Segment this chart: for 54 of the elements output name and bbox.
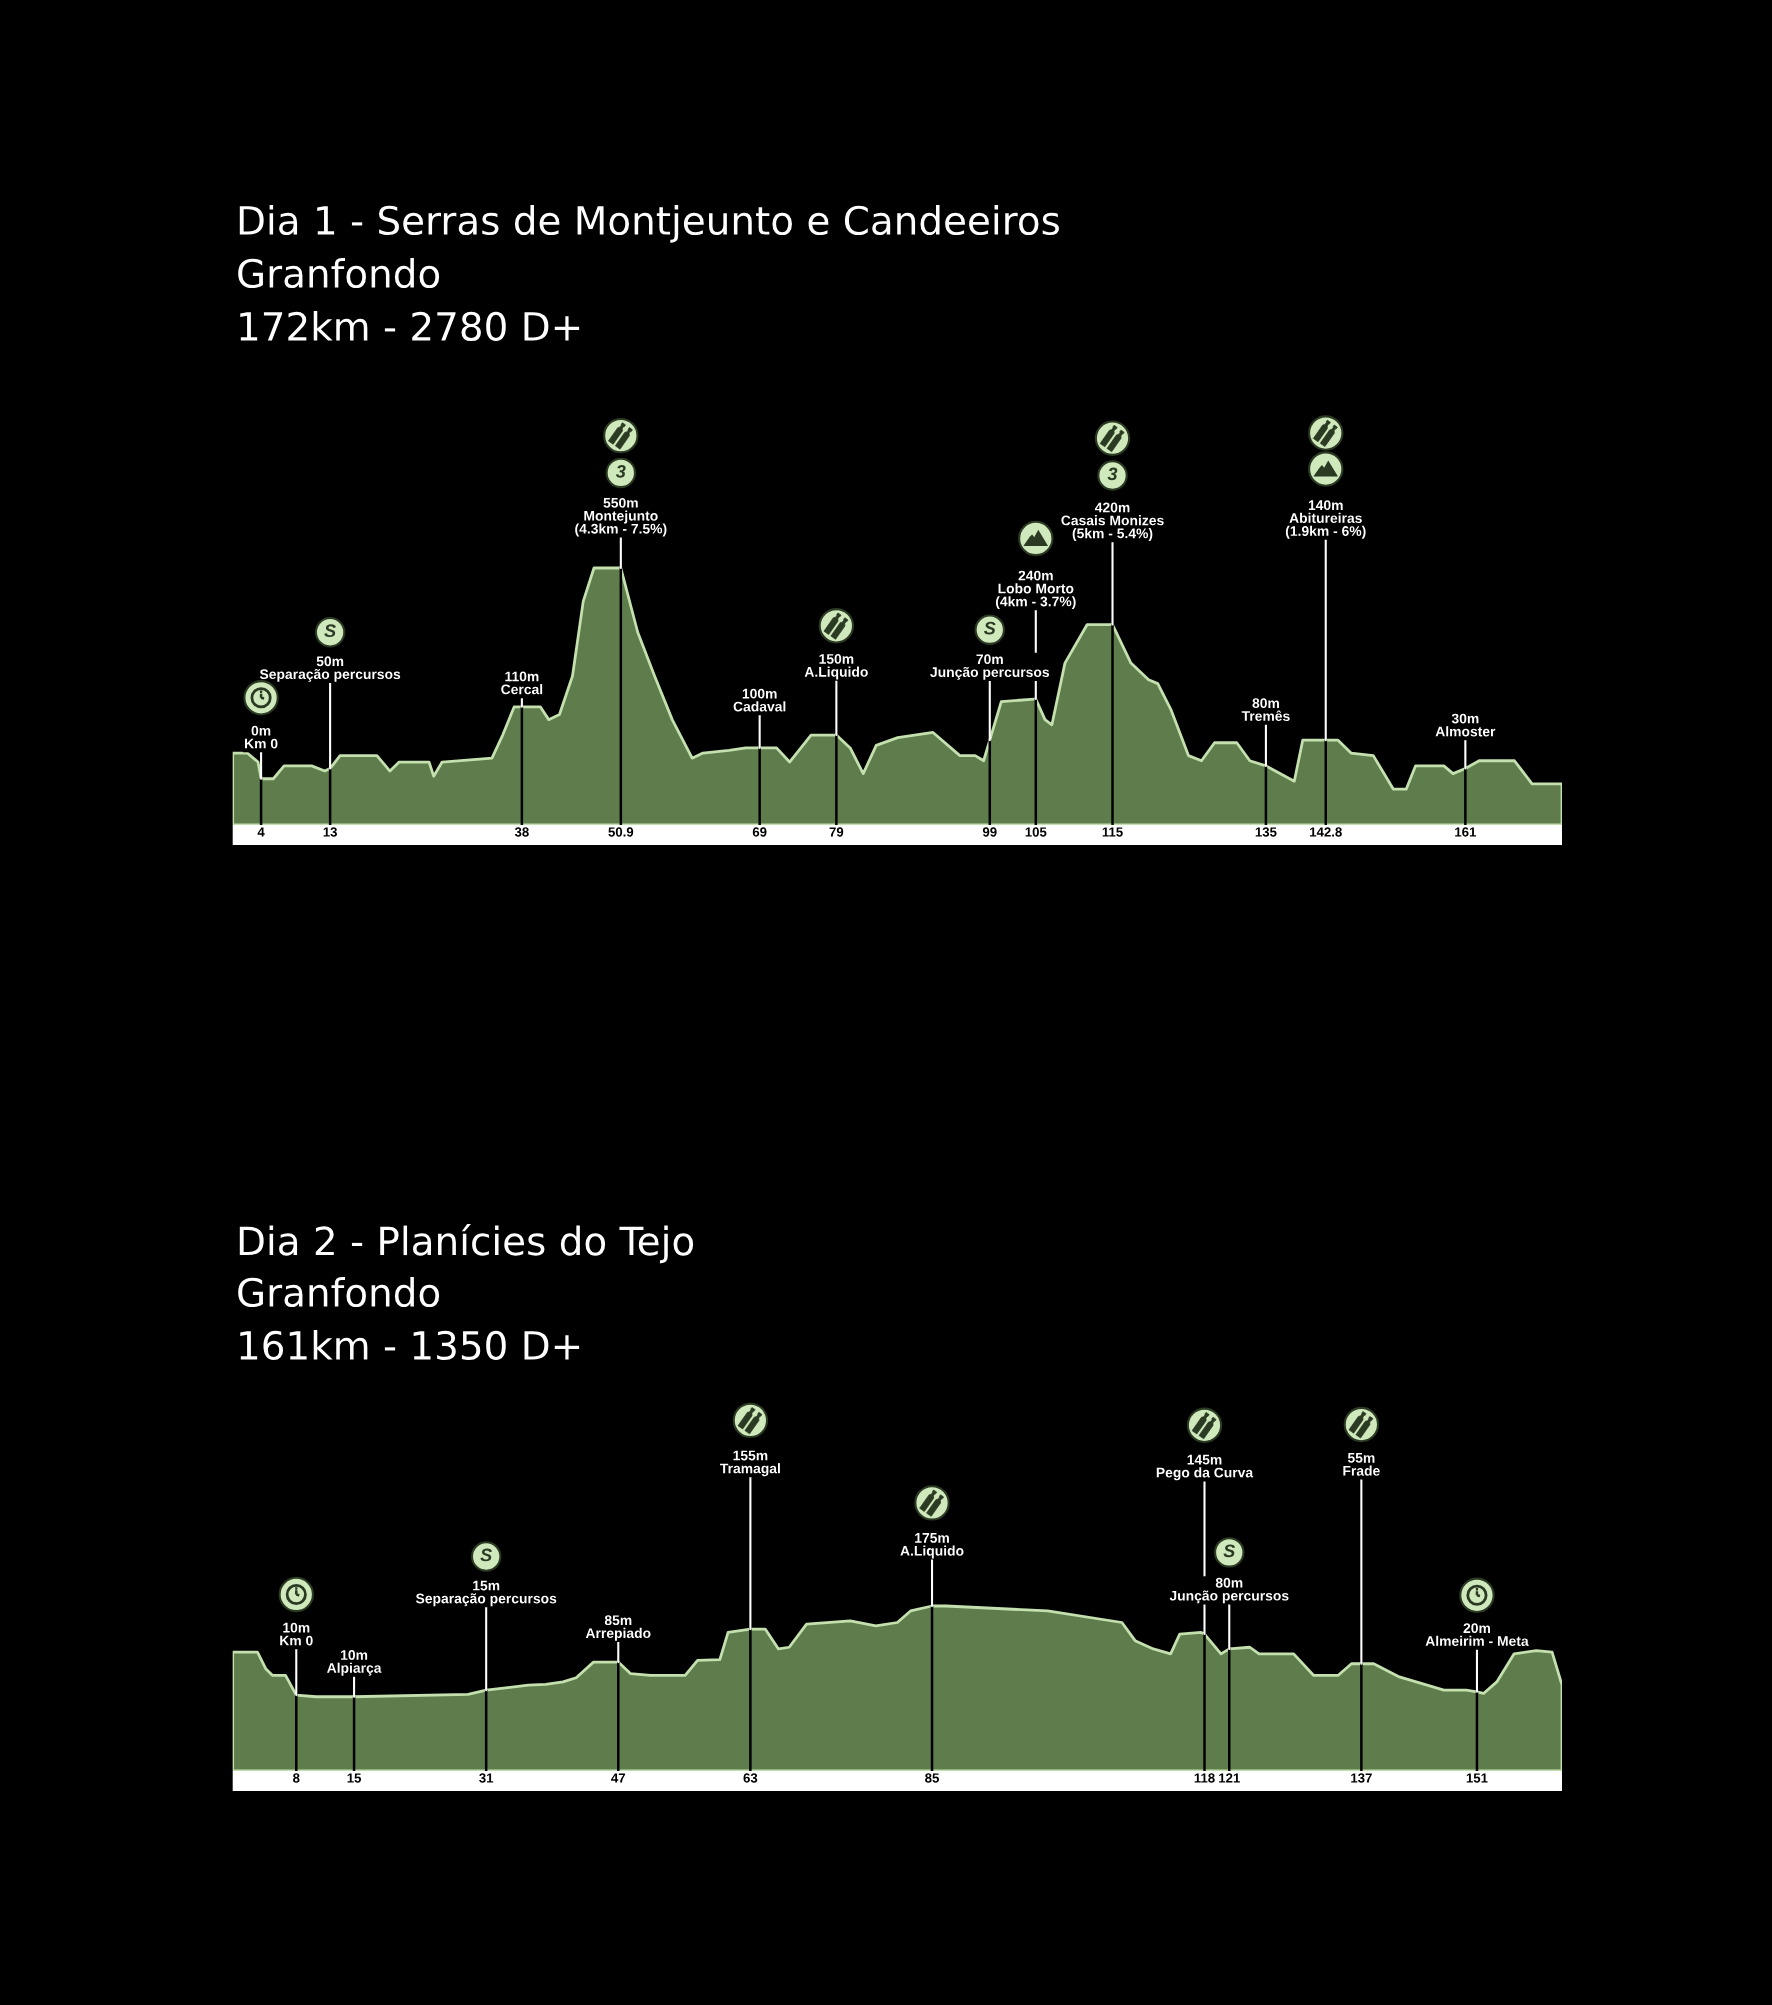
annotation: 70m Junção percursos <box>930 654 1050 680</box>
x-tick-label: 31 <box>479 1773 494 1783</box>
x-tick-label: 50.9 <box>608 827 634 837</box>
chart-subtitle: Granfondo 161km - 1350 D+ <box>238 1277 580 1361</box>
annotation: 140m Abitureiras (1.9km - 6%) <box>1285 500 1366 539</box>
x-tick-label: 137 <box>1351 1773 1372 1783</box>
annotation: 145m Pego da Curva <box>1156 1454 1254 1481</box>
annotation: 150m A.Liquido <box>804 654 868 680</box>
annotation: 110m Cercal <box>501 671 543 695</box>
annotation: 10m Km 0 <box>280 1622 313 1646</box>
annotation: 420m Casais Monizes (5km - 5.4%) <box>1061 502 1164 542</box>
annotation: 155m Tramagal <box>720 1450 780 1477</box>
x-tick-label: 118 <box>1194 1773 1215 1783</box>
text: 3 <box>1107 467 1118 481</box>
x-tick-label: 69 <box>752 827 767 837</box>
annotation: 80m Tremês <box>1241 698 1290 721</box>
x-tick-label: 79 <box>829 827 844 837</box>
annotation: 55m Frade <box>1343 1453 1380 1476</box>
x-tick-label: 142.8 <box>1310 827 1342 837</box>
x-tick-label: 115 <box>1102 827 1123 837</box>
x-tick-label: 121 <box>1219 1773 1240 1783</box>
annotation: 10m Alpiarça <box>327 1650 382 1676</box>
annotation: 100m Cadaval <box>733 688 786 712</box>
annotation: 80m Junção percursos <box>1169 1577 1289 1604</box>
annotation: 240m Lobo Morto (4km - 3.7%) <box>995 570 1076 610</box>
annotation: S <box>324 624 336 638</box>
text: S <box>480 1548 493 1562</box>
x-tick-label: 99 <box>982 827 997 837</box>
annotation: S <box>983 621 996 635</box>
x-tick-label: 4 <box>257 827 265 837</box>
annotation: 30m Almoster <box>1435 713 1496 737</box>
x-tick-label: 38 <box>514 827 529 837</box>
annotation: 0m Km 0 <box>245 725 278 749</box>
annotation: 550m Montejunto (4.3km - 7.5%) <box>575 497 667 537</box>
x-tick-label: 13 <box>323 827 337 837</box>
chart-title: Dia 1 - Serras de Montjeunto e Candeeiros <box>239 205 1059 243</box>
x-tick-label: 151 <box>1466 1773 1488 1783</box>
x-tick-label: 105 <box>1025 827 1047 837</box>
chart-subtitle: Granfondo 172km - 2780 D+ <box>238 258 580 342</box>
annotation: 175m A.Liquido <box>900 1533 964 1559</box>
x-tick-label: 161 <box>1455 827 1476 837</box>
x-tick-label: 47 <box>611 1773 626 1783</box>
x-tick-label: 63 <box>743 1773 758 1783</box>
chart-title: Dia 2 - Planícies do Tejo <box>239 1224 694 1264</box>
annotation: 85m Arrepiado <box>585 1615 651 1641</box>
annotation: 20m Almeirim - Meta <box>1425 1623 1529 1646</box>
annotation: 50m Separação percursos <box>259 656 401 682</box>
x-tick-label: 85 <box>925 1773 939 1783</box>
x-tick-label: 8 <box>293 1773 300 1783</box>
annotation: 15m Separação percursos <box>415 1580 557 1607</box>
x-tick-label: 135 <box>1255 827 1277 837</box>
text: 3 <box>615 464 626 478</box>
x-tick-label: 15 <box>347 1773 362 1783</box>
text: S <box>1223 1544 1236 1558</box>
